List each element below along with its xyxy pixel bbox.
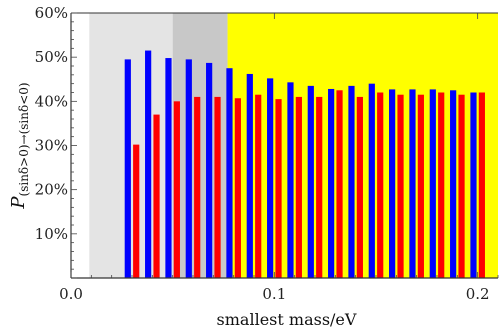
bar-series1-16 [429, 89, 436, 278]
bar-series2-3 [173, 101, 180, 278]
bar-series2-8 [275, 99, 282, 278]
bar-series2-11 [336, 90, 343, 278]
bar-series1-17 [450, 90, 457, 278]
bar-series1-10 [307, 85, 314, 278]
y-tick-label-5: 50% [35, 48, 68, 66]
bar-series1-4 [185, 59, 192, 278]
bar-series1-13 [368, 83, 375, 278]
bar-series1-3 [165, 58, 172, 278]
bar-series2-17 [458, 94, 465, 278]
y-axis-label: P(sinδ>0)→(sinδ<0) [8, 82, 31, 209]
bar-series1-15 [409, 89, 416, 278]
y-axis-label-subscript: (sinδ>0)→(sinδ<0) [17, 82, 31, 196]
bar-series1-8 [267, 78, 274, 278]
bar-series1-18 [470, 92, 477, 278]
y-tick-label-2: 20% [35, 181, 68, 199]
y-tick-label-1: 10% [35, 225, 68, 243]
x-tick-label-3: 0.2 [466, 285, 490, 303]
bar-series2-12 [356, 96, 363, 278]
bar-series1-1 [124, 59, 131, 278]
y-tick-label-3: 30% [35, 137, 68, 155]
bar-series2-2 [153, 114, 160, 278]
bar-series2-15 [417, 94, 424, 278]
x-tick-label-1: 0.0 [59, 285, 83, 303]
x-tick-label-2: 0.1 [262, 285, 286, 303]
bar-series2-7 [255, 94, 262, 278]
x-axis-label: smallest mass/eV [217, 310, 357, 329]
bar-series2-13 [377, 92, 384, 278]
bar-series1-11 [328, 88, 335, 278]
bar-series2-16 [438, 92, 445, 278]
bar-series2-4 [194, 96, 201, 278]
bar-series2-14 [397, 94, 404, 278]
bar-series2-18 [478, 92, 485, 278]
y-axis-label-main: P [8, 196, 29, 210]
bar-series1-12 [348, 85, 355, 278]
bar-series1-2 [145, 50, 152, 278]
tick-labels: 10% 20% 30% 40% 50% 60% 0.0 0.1 0.2 [35, 4, 490, 303]
bar-series2-5 [214, 96, 221, 278]
bar-series1-6 [226, 68, 233, 278]
shaded-region-1 [89, 13, 173, 278]
bars [124, 50, 485, 278]
bar-series2-10 [316, 96, 323, 278]
bar-series2-6 [234, 98, 241, 278]
axes [70, 12, 499, 279]
bar-series1-5 [206, 62, 213, 278]
bar-series2-9 [295, 96, 302, 278]
bar-series1-7 [246, 73, 253, 278]
y-tick-label-6: 60% [35, 4, 68, 22]
bar-series2-1 [133, 144, 140, 278]
bar-series1-9 [287, 82, 294, 278]
y-tick-label-4: 40% [35, 92, 68, 110]
bar-series1-14 [389, 89, 396, 278]
